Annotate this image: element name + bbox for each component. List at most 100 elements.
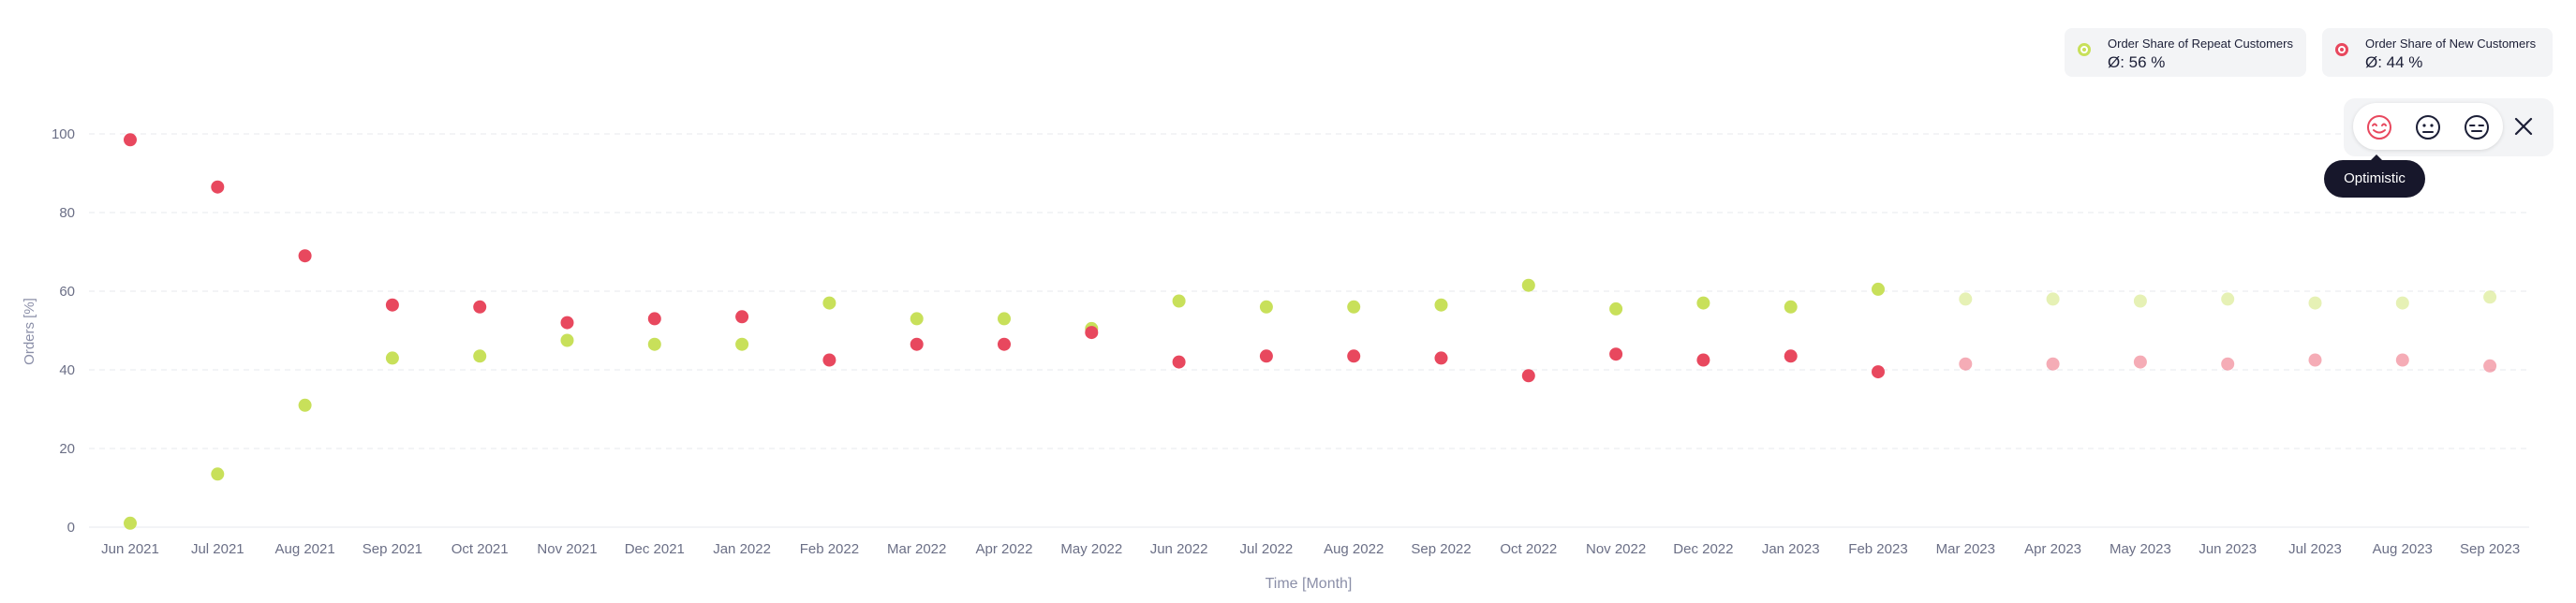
x-tick-label: Jun 2022 — [1150, 541, 1208, 557]
data-point[interactable] — [1259, 300, 1273, 314]
data-point[interactable] — [560, 333, 574, 347]
legend-item-new[interactable]: Order Share of New Customers Ø: 44 % — [2322, 28, 2553, 77]
neutral-face-icon[interactable] — [2415, 114, 2441, 140]
data-point[interactable] — [647, 312, 661, 326]
x-tick-label: Dec 2021 — [625, 541, 685, 557]
data-point[interactable] — [298, 398, 312, 412]
x-tick-label: Jan 2022 — [713, 541, 771, 557]
data-point[interactable] — [2483, 290, 2497, 304]
data-point[interactable] — [385, 298, 399, 312]
x-tick-label: Aug 2021 — [274, 541, 334, 557]
x-tick-label: Jul 2022 — [1240, 541, 1294, 557]
series-repeat-customers — [124, 278, 2497, 530]
y-tick-label: 40 — [59, 362, 75, 378]
data-point[interactable] — [2221, 292, 2235, 306]
data-point[interactable] — [298, 249, 312, 263]
data-point[interactable] — [1347, 300, 1361, 314]
data-point[interactable] — [1521, 278, 1535, 292]
data-point[interactable] — [2395, 353, 2409, 367]
legend-repeat-average: Ø: 56 % — [2108, 53, 2166, 71]
data-point[interactable] — [1959, 357, 1973, 371]
data-point[interactable] — [2046, 357, 2060, 371]
data-point[interactable] — [1609, 347, 1623, 361]
data-point[interactable] — [910, 337, 924, 351]
y-tick-label: 60 — [59, 284, 75, 300]
data-point[interactable] — [1696, 296, 1710, 310]
data-point[interactable] — [647, 337, 661, 351]
data-point[interactable] — [2395, 296, 2409, 310]
close-icon[interactable] — [2512, 115, 2535, 138]
data-point[interactable] — [124, 516, 137, 530]
data-point[interactable] — [822, 353, 836, 367]
x-tick-label: Jun 2023 — [2198, 541, 2257, 557]
x-tick-label: Sep 2021 — [363, 541, 422, 557]
legend-repeat-name: Order Share of Repeat Customers — [2108, 37, 2293, 51]
x-tick-label: Jul 2023 — [2288, 541, 2342, 557]
data-point[interactable] — [2133, 355, 2147, 369]
legend-new-name: Order Share of New Customers — [2365, 37, 2537, 51]
data-point[interactable] — [735, 337, 749, 351]
data-point[interactable] — [473, 349, 487, 363]
data-point[interactable] — [1172, 294, 1186, 308]
data-point[interactable] — [1784, 349, 1798, 363]
data-point[interactable] — [1872, 365, 1885, 379]
data-point[interactable] — [560, 316, 574, 330]
x-tick-label: Mar 2023 — [1936, 541, 1995, 557]
data-point[interactable] — [385, 351, 399, 365]
pessimistic-face-icon[interactable] — [2464, 114, 2490, 140]
optimistic-face-icon[interactable] — [2366, 114, 2392, 140]
scenario-selector — [2344, 98, 2554, 156]
y-tick-label: 0 — [67, 520, 75, 536]
x-axis-label: Time [Month] — [1266, 576, 1353, 592]
data-point[interactable] — [1521, 369, 1535, 383]
data-point[interactable] — [1172, 355, 1186, 369]
data-point[interactable] — [2483, 359, 2497, 373]
data-point[interactable] — [1609, 302, 1623, 316]
data-point[interactable] — [1696, 353, 1710, 367]
data-point[interactable] — [998, 312, 1011, 326]
y-axis-label: Orders [%] — [22, 298, 37, 365]
y-tick-label: 80 — [59, 205, 75, 221]
data-point[interactable] — [998, 337, 1011, 351]
data-point[interactable] — [1872, 282, 1885, 296]
data-point[interactable] — [211, 467, 225, 481]
data-point[interactable] — [2221, 357, 2235, 371]
x-tick-label: Nov 2022 — [1586, 541, 1646, 557]
data-point[interactable] — [473, 300, 487, 314]
x-tick-label: Oct 2021 — [452, 541, 509, 557]
x-tick-label: Feb 2023 — [1848, 541, 1907, 557]
repeat-series-marker-icon — [2078, 43, 2091, 56]
data-point[interactable] — [2308, 353, 2322, 367]
data-point[interactable] — [1959, 292, 1973, 306]
x-tick-label: Aug 2023 — [2373, 541, 2433, 557]
data-point[interactable] — [211, 180, 225, 194]
data-series — [124, 133, 2497, 530]
data-point[interactable] — [910, 312, 924, 326]
x-tick-label: May 2023 — [2110, 541, 2171, 557]
data-point[interactable] — [1784, 300, 1798, 314]
data-point[interactable] — [1085, 326, 1099, 340]
data-point[interactable] — [1434, 351, 1448, 365]
x-axis-ticks: Jun 2021 Jul 2021 Aug 2021 Sep 2021 Oct 2021… — [101, 541, 2520, 557]
x-tick-label: Apr 2023 — [2024, 541, 2081, 557]
scenario-options — [2353, 103, 2503, 150]
data-point[interactable] — [822, 296, 836, 310]
data-point[interactable] — [1347, 349, 1361, 363]
data-point[interactable] — [735, 310, 749, 324]
x-tick-label: Feb 2022 — [800, 541, 859, 557]
x-tick-label: Aug 2022 — [1324, 541, 1384, 557]
y-tick-label: 20 — [59, 441, 75, 457]
legend-new-average: Ø: 44 % — [2365, 53, 2423, 71]
x-tick-label: Apr 2022 — [976, 541, 1033, 557]
x-tick-label: Jul 2021 — [191, 541, 244, 557]
x-tick-label: Oct 2022 — [1500, 541, 1557, 557]
legend-item-repeat[interactable]: Order Share of Repeat Customers Ø: 56 % — [2065, 28, 2306, 77]
data-point[interactable] — [2308, 296, 2322, 310]
data-point[interactable] — [2133, 294, 2147, 308]
data-point[interactable] — [124, 133, 137, 147]
data-point[interactable] — [1434, 298, 1448, 312]
data-point[interactable] — [1259, 349, 1273, 363]
data-point[interactable] — [2046, 292, 2060, 306]
x-tick-label: Mar 2022 — [887, 541, 946, 557]
